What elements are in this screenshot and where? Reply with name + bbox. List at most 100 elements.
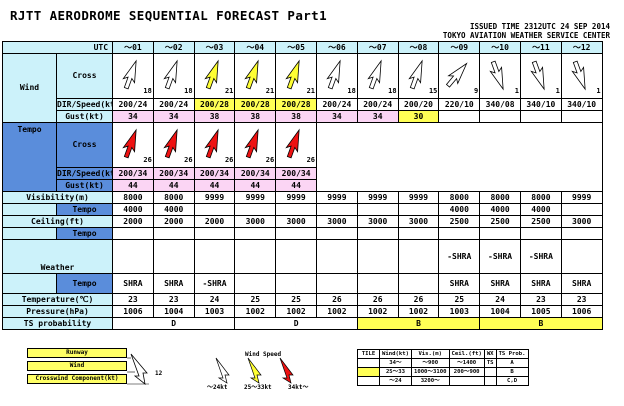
weather_tempo-cell: -SHRA	[193, 273, 236, 294]
weather-cell	[234, 239, 277, 274]
wind-arrow-icon	[285, 59, 300, 90]
legend-cell	[357, 376, 380, 386]
legend-cell: 3200～	[410, 376, 450, 386]
ts-prob-cell: B	[479, 317, 603, 330]
gust-cell	[438, 110, 481, 123]
legend-wind-speed: Wind Speed	[245, 351, 282, 358]
gust-cell: 34	[356, 110, 399, 123]
cross-value: 18	[143, 87, 152, 95]
weather-cell	[193, 239, 236, 274]
weather_tempo-cell: SHRA	[152, 273, 195, 294]
visibility-cell: 9999	[193, 191, 236, 204]
ceiling-cell: 3000	[397, 215, 440, 228]
cross-cell: 18	[152, 53, 195, 99]
temperature-cell: 26	[397, 293, 440, 306]
legend-cell	[483, 376, 497, 386]
ceiling-cell: 3000	[316, 215, 358, 228]
visibility_tempo-cell	[560, 203, 603, 216]
weather-tempo-label: Tempo	[55, 273, 114, 294]
gust-cell	[560, 110, 603, 123]
temperature-cell: 23	[152, 293, 195, 306]
legend-cell: B	[495, 367, 529, 377]
gust-cell: 30	[397, 110, 440, 123]
cross-cell: 15	[397, 53, 440, 99]
visibility-tempo-label: Tempo	[55, 203, 114, 216]
legend-speed-low: ～24kt	[207, 384, 228, 391]
hour-header: ～07	[356, 41, 399, 54]
issued-time: ISSUED TIME 2312UTC 24 SEP 2014	[470, 22, 610, 31]
tempo_gust-cell: 44	[275, 179, 317, 192]
visibility-cell: 8000	[519, 191, 562, 204]
cross-value: 9	[473, 87, 479, 95]
dir_speed-cell: 200/24	[152, 98, 195, 111]
utc-label: UTC	[1, 41, 114, 54]
cross-cell: 18	[112, 53, 154, 99]
legend-cell	[357, 358, 380, 368]
temperature-cell: 23	[560, 293, 603, 306]
tempo-cross-value: 26	[224, 156, 234, 164]
gust-cell: 34	[152, 110, 195, 123]
weather_tempo-cell: SHRA	[438, 273, 481, 294]
hour-header: ～02	[152, 41, 195, 54]
visibility-cell: 8000	[438, 191, 481, 204]
gust-cell: 38	[234, 110, 277, 123]
tempo-empty	[316, 122, 603, 168]
legend-cell	[448, 376, 485, 386]
visibility-label: Visibility(m)	[1, 191, 114, 204]
legend-crosswind: Crosswind Component(kt)	[27, 374, 127, 384]
visibility_tempo-cell: 4000	[479, 203, 521, 216]
legend: Runway Wind Crosswind Component(kt) 12 W…	[0, 344, 624, 404]
weather-cell: -SHRA	[519, 239, 562, 274]
wind-arrow-icon	[407, 59, 423, 90]
cross-cell: 9	[438, 53, 481, 99]
weather_tempo-cell	[275, 273, 317, 294]
issued-info: ISSUED TIME 2312UTC 24 SEP 2014 TOKYO AV…	[443, 22, 610, 40]
legend-cell: C,D	[495, 376, 529, 386]
weather_tempo-cell	[397, 273, 440, 294]
visibility-cell: 8000	[152, 191, 195, 204]
tempo_dir_speed-cell: 200/34	[112, 167, 154, 180]
visibility-cell: 9999	[356, 191, 399, 204]
ceiling-cell: 2000	[152, 215, 195, 228]
visibility_tempo-cell	[193, 203, 236, 216]
cross-value: 18	[388, 87, 397, 95]
wind-arrow-icon	[163, 128, 178, 159]
wind-arrow-icon	[285, 128, 300, 159]
cross-cell: 1	[560, 53, 603, 99]
tempo-cross-cell: 26	[275, 122, 317, 168]
hour-header: ～08	[397, 41, 440, 54]
temperature-cell: 26	[316, 293, 358, 306]
hour-header: ～12	[560, 41, 603, 54]
ts-prob-cell: B	[356, 317, 481, 330]
tempo-cross-value: 26	[143, 156, 152, 164]
wind-label: Wind	[2, 53, 57, 123]
weather-cell	[112, 239, 154, 274]
legend-cell	[483, 367, 497, 377]
cross-value: 18	[184, 87, 193, 95]
wind-arrow-icon	[489, 60, 504, 91]
ts-prob-cell: D	[112, 317, 236, 330]
wind-arrow-icon	[446, 62, 468, 88]
legend-cell: 1000～3100	[410, 367, 450, 377]
pressure-cell: 1002	[316, 305, 358, 318]
pressure-label: Pressure(hPa)	[1, 305, 114, 318]
pressure-cell: 1005	[519, 305, 562, 318]
pressure-cell: 1003	[193, 305, 236, 318]
cross-cell: 1	[479, 53, 521, 99]
cross-cell: 1	[519, 53, 562, 99]
legend-speed-high: 34kt～	[288, 384, 309, 391]
legend-cell: ～900	[410, 358, 450, 368]
wind-arrow-icon	[367, 59, 382, 90]
tempo_dir_speed-cell: 200/34	[152, 167, 195, 180]
hour-header: ～05	[275, 41, 317, 54]
pressure-cell: 1006	[560, 305, 603, 318]
pressure-cell: 1002	[275, 305, 317, 318]
legend-header: Ceil.(ft)	[448, 349, 485, 359]
wind-arrow-icon	[203, 128, 219, 159]
hour-header: ～01	[112, 41, 154, 54]
cross-value: 1	[514, 87, 519, 95]
hour-header: ～10	[479, 41, 521, 54]
ceiling-cell: 2000	[193, 215, 236, 228]
ts-label: TS probability	[1, 317, 114, 330]
weather-cell	[356, 239, 399, 274]
